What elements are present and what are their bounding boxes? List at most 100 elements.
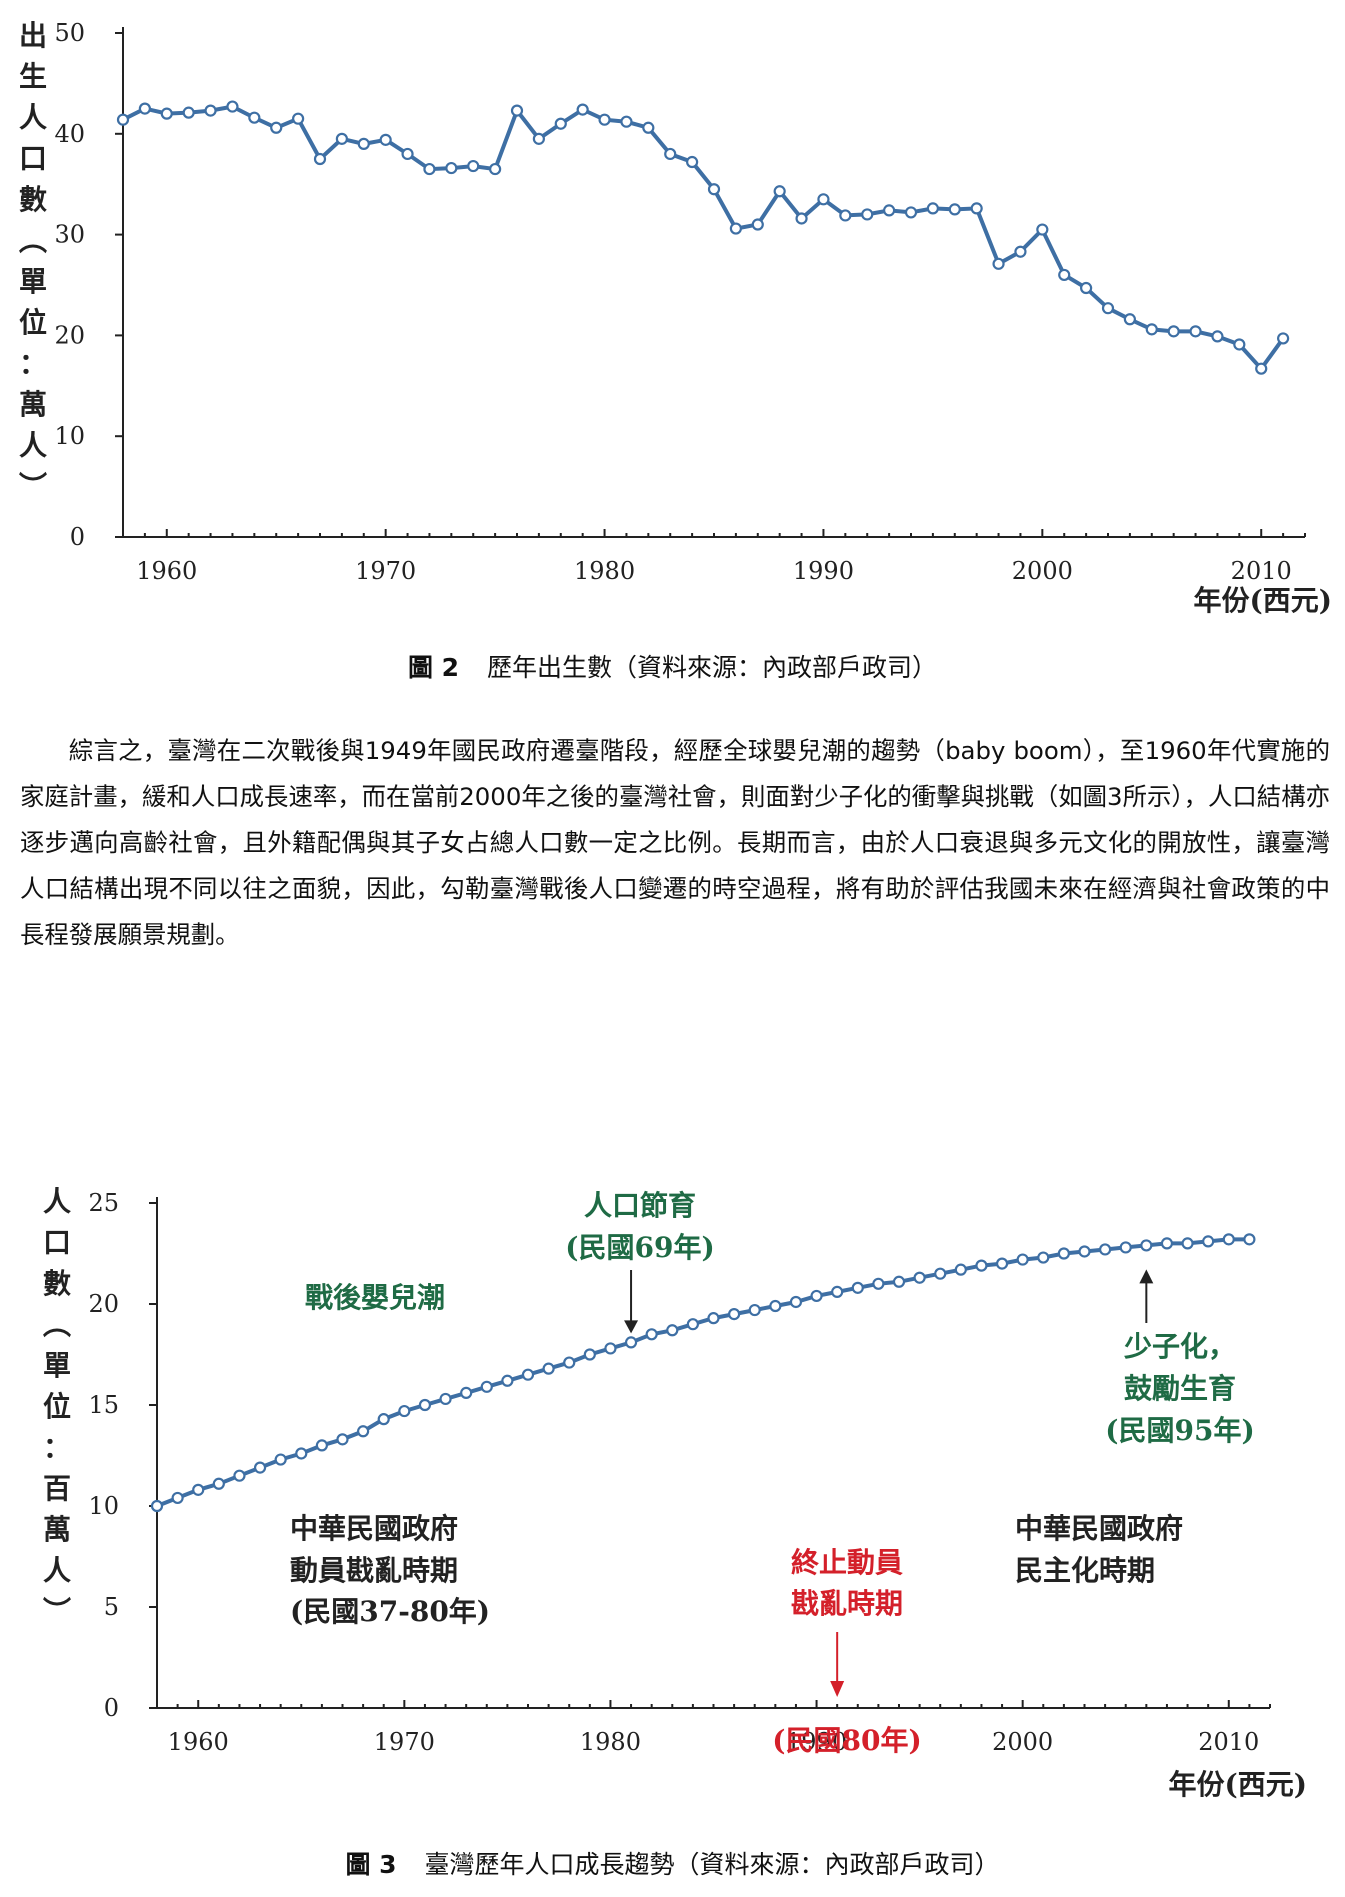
data-point: [1167, 325, 1180, 338]
data-point: [1189, 325, 1202, 338]
data-point: [1058, 268, 1071, 282]
y-axis-label-char: 位: [43, 1390, 71, 1423]
x-tick-label: 1960: [136, 557, 197, 585]
data-point: [1145, 323, 1158, 336]
data-point: [1222, 1233, 1235, 1246]
data-point: [707, 183, 721, 196]
data-point: [904, 206, 918, 219]
x-tick-label: 2010: [1198, 1728, 1259, 1756]
figure2-number: 圖 2: [407, 653, 460, 682]
data-point: [604, 1342, 617, 1355]
data-point: [872, 1277, 885, 1290]
birth-chart: 0 10 20 30 40 50 1960 1970 1980 1990 2000 2010 年份(西元…: [0, 0, 1345, 634]
y-axis-label-char: 出: [19, 19, 47, 52]
annotation-era2: 中華民國政府: [1015, 1512, 1183, 1545]
data-point: [467, 159, 480, 173]
data-point: [1078, 1245, 1091, 1258]
data-point: [182, 106, 195, 119]
data-point: [598, 113, 611, 126]
data-point: [253, 1461, 267, 1474]
data-point: [226, 100, 239, 113]
annotation-low-birth: 少子化，: [1124, 1330, 1236, 1363]
y-axis-label-char: ︶: [19, 470, 47, 503]
data-point: [1160, 1237, 1174, 1250]
data-point: [292, 112, 305, 125]
data-point: [948, 203, 961, 216]
data-point: [532, 132, 545, 145]
data-point: [995, 1257, 1009, 1270]
y-axis-label-char: ︵: [19, 224, 47, 257]
annotation-era2-2: 民主化時期: [1015, 1554, 1155, 1587]
data-point: [789, 1295, 803, 1309]
series-line: [122, 104, 1285, 372]
data-point: [926, 202, 939, 215]
annotation-era1: 中華民國政府: [290, 1512, 458, 1545]
y-tick-label: 0: [104, 1694, 119, 1722]
data-point: [913, 1271, 926, 1284]
y-axis-label-char: ：: [19, 347, 47, 380]
data-point: [313, 152, 327, 166]
figure3-number: 圖 3: [345, 1850, 397, 1879]
y-axis-label-char: 萬: [43, 1513, 71, 1546]
annotation-era1-years: (民國37-80年): [290, 1595, 490, 1628]
annotation-family-planning-year: (民國69年): [565, 1231, 714, 1264]
y-axis-label-char: ︵: [43, 1308, 71, 1341]
y-axis-label-char: 人: [19, 429, 47, 462]
y-axis-label-char: 位: [19, 306, 47, 339]
x-tick-label: 2000: [992, 1728, 1053, 1756]
data-point: [501, 1374, 514, 1387]
data-point: [810, 1289, 823, 1303]
data-point: [480, 1380, 493, 1393]
figure2-caption-text: 歷年出生數（資料來源：內政部戶政司）: [487, 653, 938, 682]
data-point: [751, 218, 764, 231]
data-point: [192, 1483, 205, 1496]
data-point: [1243, 1233, 1256, 1246]
y-tick-label: 40: [54, 120, 85, 148]
x-tick-label: 1970: [374, 1728, 435, 1756]
data-point: [138, 102, 151, 115]
data-point: [892, 1275, 906, 1288]
data-point: [975, 1259, 988, 1272]
data-point: [748, 1303, 761, 1317]
data-point: [160, 107, 173, 120]
data-point: [666, 1324, 679, 1337]
data-point: [642, 121, 655, 134]
data-point: [1014, 245, 1027, 258]
data-point: [1211, 330, 1224, 343]
data-point: [686, 155, 699, 169]
data-point: [171, 1491, 184, 1505]
annotation-baby-boom: 戰後嬰兒潮: [305, 1281, 445, 1314]
data-point: [686, 1318, 699, 1331]
data-point: [664, 147, 677, 161]
x-tick-label: 1970: [355, 557, 416, 585]
x-tick-label: 2010: [1231, 557, 1292, 585]
data-point: [839, 209, 852, 222]
annotation-end-mobilization-year: (民國80年): [772, 1724, 921, 1757]
data-point: [116, 113, 130, 126]
x-tick-label: 2000: [1012, 557, 1073, 585]
data-point: [1037, 1251, 1050, 1264]
y-axis-label-char: ：: [43, 1431, 71, 1464]
birth-chart-svg: 0 10 20 30 40 50 1960 1970 1980 1990 2000 2010年份(西元…: [19, 19, 1332, 617]
y-axis-label-char: 單: [19, 265, 47, 298]
data-point: [274, 1453, 287, 1466]
data-point: [150, 1499, 164, 1513]
data-point: [212, 1477, 225, 1490]
data-point: [1140, 1239, 1153, 1252]
data-point: [851, 1281, 864, 1294]
population-chart: 0 5 10 15 20 25 1960 1970 1980 1990 2000 2010 年份(西元)…: [0, 1175, 1345, 1819]
data-point: [773, 185, 786, 198]
data-point: [970, 202, 983, 215]
data-point: [233, 1469, 246, 1482]
series-line: [156, 1237, 1250, 1508]
data-point: [624, 1336, 638, 1349]
data-point: [460, 1386, 473, 1399]
arrowhead-low-birth: [1139, 1269, 1154, 1284]
x-tick-label: 1990: [786, 1728, 847, 1756]
data-point: [728, 1308, 741, 1321]
data-point: [1233, 338, 1246, 351]
figure3-caption-text: 臺灣歷年人口成長趨勢（資料來源：內政部戶政司）: [424, 1850, 1000, 1879]
data-point: [795, 212, 808, 225]
figure2-caption: 圖 2 歷年出生數（資料來源：內政部戶政司）: [0, 648, 1345, 684]
data-point: [401, 147, 414, 161]
